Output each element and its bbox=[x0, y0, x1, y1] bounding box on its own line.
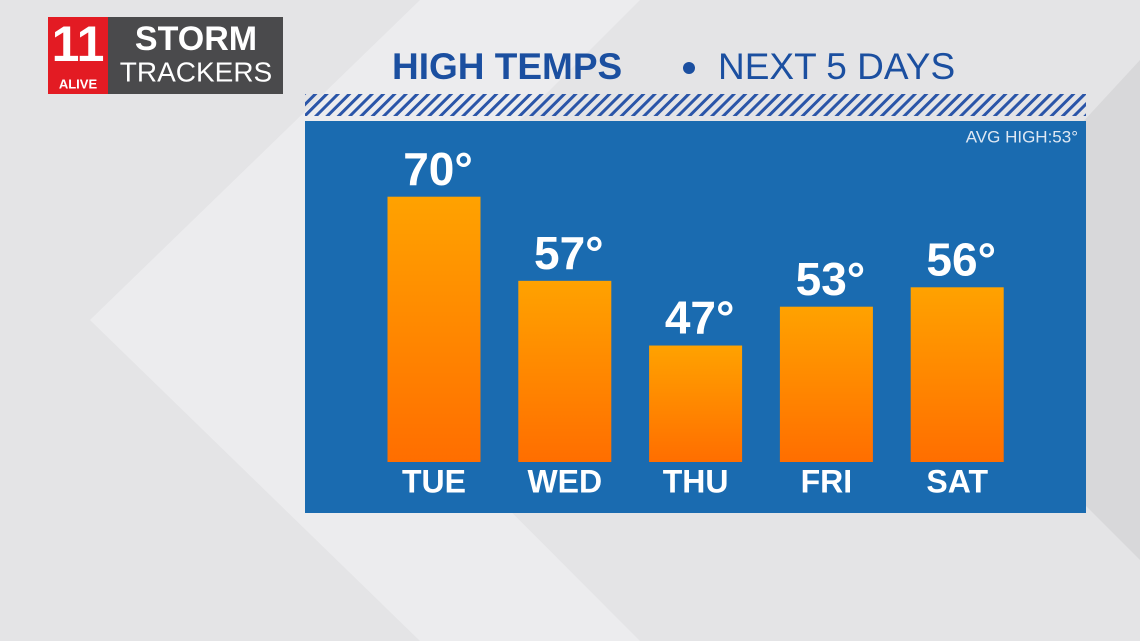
x-tick-label: FRI bbox=[801, 463, 853, 499]
chart-title: HIGH TEMPS bbox=[392, 46, 622, 87]
value-label: 56° bbox=[926, 233, 996, 285]
logo-line1: STORM bbox=[135, 20, 257, 58]
annotation: AVG HIGH:53° bbox=[966, 127, 1078, 146]
bar bbox=[779, 306, 873, 462]
x-tick-label: WED bbox=[527, 463, 602, 499]
bar bbox=[910, 287, 1004, 462]
x-tick-label: THU bbox=[663, 463, 729, 499]
chart-subtitle: NEXT 5 DAYS bbox=[718, 46, 955, 87]
bar bbox=[387, 196, 481, 463]
x-tick-label: SAT bbox=[926, 463, 988, 499]
x-tick-label: TUE bbox=[402, 463, 466, 499]
hatch-band bbox=[305, 94, 1086, 116]
value-label: 47° bbox=[665, 292, 735, 344]
logo-dark bbox=[108, 17, 283, 94]
value-label: 53° bbox=[796, 253, 866, 305]
bar bbox=[518, 280, 612, 462]
logo-number: 11 bbox=[52, 16, 105, 72]
value-label: 70° bbox=[403, 143, 473, 195]
logo-line2: TRACKERS bbox=[120, 56, 272, 87]
title-separator bbox=[683, 62, 695, 74]
logo-station: ALIVE bbox=[59, 76, 98, 91]
logo-red bbox=[48, 17, 108, 94]
value-label: 57° bbox=[534, 227, 604, 279]
bar bbox=[649, 345, 743, 462]
